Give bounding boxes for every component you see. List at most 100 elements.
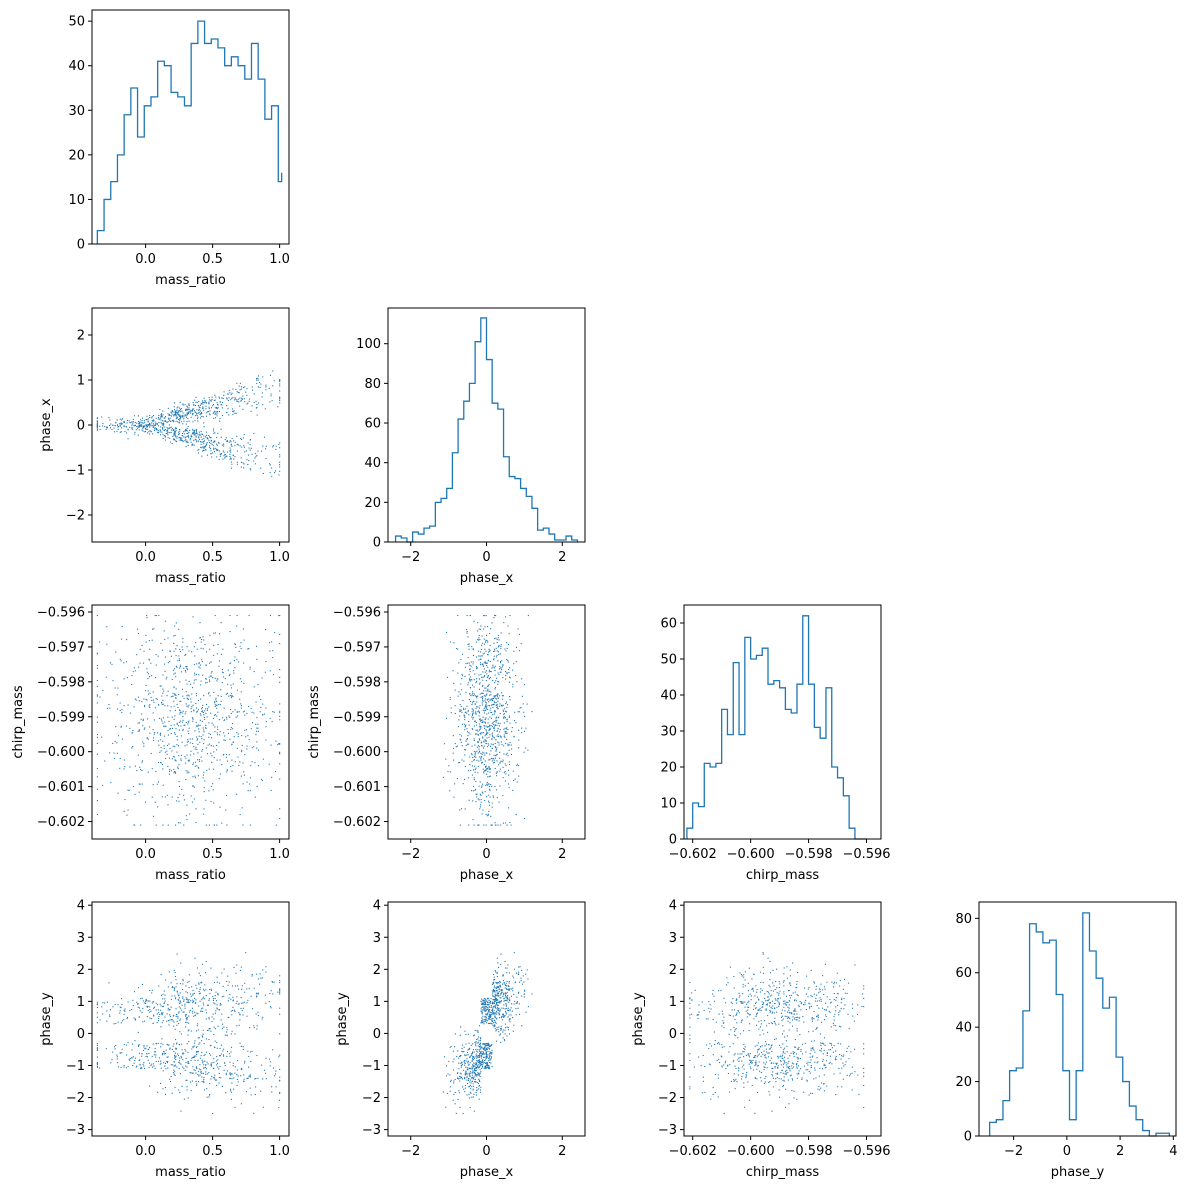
scatter-point [199, 1010, 202, 1012]
scatter-point [116, 1056, 118, 1058]
scatter-point [164, 994, 166, 996]
scatter-point [482, 628, 485, 630]
scatter-point [483, 695, 485, 697]
scatter-point [207, 1004, 210, 1006]
scatter-point [279, 703, 281, 705]
scatter-point [205, 960, 207, 963]
scatter-point [508, 681, 511, 683]
scatter-point [217, 728, 219, 730]
scatter-point [180, 1063, 182, 1065]
scatter-point [199, 741, 201, 743]
scatter-point [477, 695, 479, 697]
scatter-point [487, 1044, 489, 1047]
scatter-point [465, 1043, 467, 1045]
scatter-point [487, 768, 489, 770]
scatter-point [145, 634, 147, 636]
scatter-point [191, 801, 194, 803]
scatter-point [484, 1062, 487, 1065]
scatter-point [195, 641, 197, 644]
scatter-point [229, 614, 231, 617]
scatter-point [269, 472, 271, 474]
scatter-point [205, 1068, 207, 1070]
scatter-point [236, 463, 238, 465]
scatter-point [512, 770, 514, 772]
scatter-point [209, 662, 211, 664]
scatter-point [486, 1014, 488, 1016]
scatter-point [255, 1013, 257, 1015]
scatter-point [202, 1080, 205, 1082]
scatter-point [248, 400, 250, 402]
scatter-point [505, 985, 508, 987]
panel-2-0: 0.0 0.5 1.0−0.602−0.601−0.600−0.599−0.598−… [11, 604, 290, 883]
scatter-point [191, 409, 194, 411]
scatter-point [249, 468, 251, 470]
scatter-point [465, 1066, 467, 1068]
scatter-point [167, 986, 169, 988]
scatter-point [499, 729, 501, 731]
scatter-point [195, 1046, 197, 1048]
scatter-point [220, 1004, 222, 1006]
scatter-point [173, 768, 175, 770]
y-tick-label: −0.599 [333, 710, 381, 725]
scatter-point [487, 732, 489, 734]
scatter-point [236, 614, 238, 617]
scatter-point [198, 400, 200, 403]
scatter-point [274, 1075, 276, 1077]
scatter-point [479, 732, 481, 735]
scatter-point [490, 725, 492, 727]
scatter-point [488, 690, 491, 692]
scatter-point [178, 433, 180, 435]
scatter-point [190, 795, 192, 797]
scatter-point [159, 1003, 161, 1005]
scatter-point [244, 729, 246, 731]
scatter-point [503, 772, 505, 774]
scatter-point [220, 428, 222, 430]
scatter-point [180, 1057, 183, 1059]
scatter-point [152, 1007, 155, 1009]
scatter-point [160, 761, 162, 764]
scatter-point [479, 793, 481, 795]
scatter-point [502, 664, 504, 666]
scatter-point [213, 632, 215, 634]
scatter-point [450, 707, 452, 709]
scatter-point [478, 738, 480, 740]
scatter-point [497, 646, 499, 648]
scatter-point [178, 437, 180, 439]
scatter-point [240, 461, 242, 463]
scatter-point [176, 990, 178, 992]
scatter-point [194, 429, 196, 431]
scatter-point [220, 1019, 222, 1021]
scatter-point [226, 440, 228, 443]
scatter-point [140, 1067, 142, 1070]
scatter-point [457, 614, 459, 617]
scatter-point [249, 1074, 251, 1076]
scatter-point [479, 1091, 481, 1093]
scatter-point [493, 642, 495, 644]
scatter-point [169, 769, 171, 771]
scatter-point [136, 428, 139, 430]
scatter-point [487, 1065, 489, 1067]
scatter-point [170, 770, 172, 772]
scatter-point [477, 1056, 479, 1058]
scatter-point [466, 743, 468, 745]
scatter-point [238, 764, 240, 767]
scatter-point [199, 987, 201, 989]
scatter-point [96, 1049, 98, 1051]
scatter-point [503, 713, 505, 715]
scatter-point [241, 988, 243, 990]
scatter-point [491, 735, 494, 737]
scatter-point [468, 645, 470, 647]
scatter-point [131, 747, 133, 749]
scatter-point [148, 658, 150, 660]
scatter-point [214, 701, 216, 703]
scatter-point [171, 716, 173, 718]
scatter-point [477, 741, 479, 743]
scatter-point [509, 821, 511, 824]
scatter-point [241, 398, 243, 401]
scatter-point [230, 1098, 232, 1100]
scatter-point [132, 1004, 134, 1007]
scatter-point [220, 453, 222, 455]
scatter-point [193, 1045, 195, 1047]
scatter-point [487, 1063, 489, 1065]
scatter-point [223, 457, 226, 459]
